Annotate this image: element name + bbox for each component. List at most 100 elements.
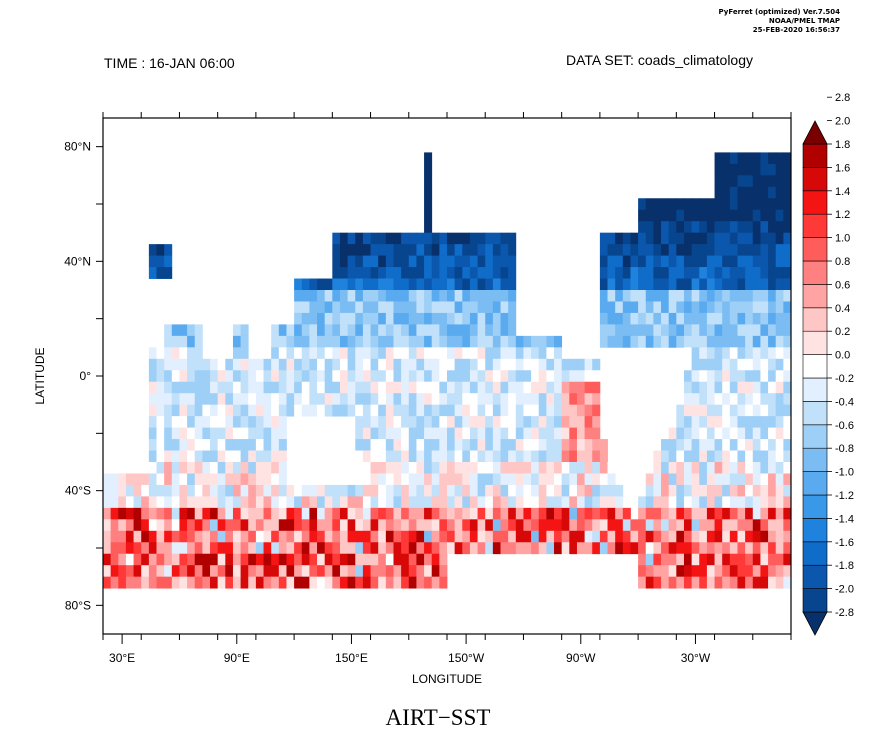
data-cell xyxy=(783,404,792,417)
data-cell xyxy=(752,290,761,302)
data-cell xyxy=(760,209,769,222)
data-cell xyxy=(538,484,547,497)
data-cell xyxy=(439,324,448,337)
data-cell xyxy=(309,324,318,337)
data-cell xyxy=(454,462,463,474)
data-cell xyxy=(622,312,631,325)
data-cell xyxy=(408,404,417,417)
data-cell xyxy=(592,462,601,474)
data-cell xyxy=(347,542,356,555)
data-cell xyxy=(775,496,784,509)
data-cell xyxy=(737,370,746,383)
data-cell xyxy=(416,427,425,440)
data-cell xyxy=(737,278,746,291)
data-cell xyxy=(722,450,731,463)
data-cell xyxy=(164,473,173,486)
data-cell xyxy=(401,473,410,486)
data-cell xyxy=(645,290,654,302)
data-cell xyxy=(232,519,241,532)
data-cell xyxy=(454,232,463,245)
data-cell xyxy=(171,450,180,463)
data-cell xyxy=(500,404,509,417)
data-cell xyxy=(202,393,211,406)
data-cell xyxy=(439,358,448,371)
data-cell xyxy=(156,244,165,256)
data-cell xyxy=(469,450,478,463)
data-cell xyxy=(187,553,196,566)
data-cell xyxy=(615,255,624,268)
data-cell xyxy=(683,358,693,371)
data-cell xyxy=(645,496,654,509)
y-tick-label: 0° xyxy=(80,369,92,383)
data-cell xyxy=(546,530,555,543)
data-cell xyxy=(745,439,754,451)
data-cell xyxy=(760,152,769,165)
data-cell xyxy=(263,439,272,451)
data-cell xyxy=(431,393,440,406)
data-cell xyxy=(347,507,356,520)
data-cell xyxy=(752,324,761,337)
data-cell xyxy=(424,381,433,394)
data-cell xyxy=(179,404,188,417)
data-cell xyxy=(248,427,257,440)
data-cell xyxy=(301,358,310,371)
data-cell xyxy=(706,393,715,406)
data-cell xyxy=(500,255,509,268)
data-cell xyxy=(599,290,608,302)
data-cell xyxy=(584,473,593,486)
data-cell xyxy=(691,416,700,428)
data-cell xyxy=(424,324,433,337)
data-cell xyxy=(500,278,509,291)
data-cell xyxy=(156,439,165,451)
data-cell xyxy=(783,312,792,325)
data-cell xyxy=(210,439,219,451)
data-cell xyxy=(760,370,769,383)
data-cell xyxy=(447,301,456,314)
data-cell xyxy=(477,278,486,291)
data-cell xyxy=(248,416,257,428)
data-cell xyxy=(554,358,563,371)
data-cell xyxy=(118,496,127,509)
data-cell xyxy=(638,335,647,348)
data-cell xyxy=(217,542,226,555)
data-cell xyxy=(691,232,700,245)
data-cell xyxy=(447,519,456,532)
data-cell xyxy=(737,312,746,325)
data-cell xyxy=(347,404,356,417)
data-cell xyxy=(324,358,333,371)
data-cell xyxy=(760,175,769,188)
data-cell xyxy=(469,290,478,302)
data-cell xyxy=(469,462,478,474)
colorbar-level-label: 1.2 xyxy=(835,209,850,221)
data-cell xyxy=(523,370,532,383)
data-cell xyxy=(232,553,241,566)
data-cell xyxy=(492,324,501,337)
data-cell xyxy=(653,209,662,222)
colorbar-swatch xyxy=(802,401,828,426)
data-cell xyxy=(668,416,677,428)
data-cell xyxy=(362,301,371,314)
data-cell xyxy=(118,530,127,543)
data-cell xyxy=(194,530,203,543)
data-cell xyxy=(355,255,364,268)
data-cell xyxy=(301,404,310,417)
data-cell xyxy=(668,496,677,509)
data-cell xyxy=(301,370,310,383)
data-cell xyxy=(103,473,112,486)
data-cell xyxy=(661,221,670,234)
data-cell xyxy=(324,335,333,348)
data-cell xyxy=(775,163,784,176)
data-cell xyxy=(592,381,601,394)
data-cell xyxy=(324,290,333,302)
data-cell xyxy=(148,347,157,360)
data-cell xyxy=(760,381,769,394)
data-cell xyxy=(255,370,264,383)
data-cell xyxy=(240,324,249,337)
data-cell xyxy=(408,335,417,348)
data-cell xyxy=(355,358,364,371)
data-cell xyxy=(324,496,333,509)
data-cell xyxy=(714,404,723,417)
data-cell xyxy=(133,496,142,509)
data-cell xyxy=(347,324,356,337)
data-cell xyxy=(676,427,685,440)
